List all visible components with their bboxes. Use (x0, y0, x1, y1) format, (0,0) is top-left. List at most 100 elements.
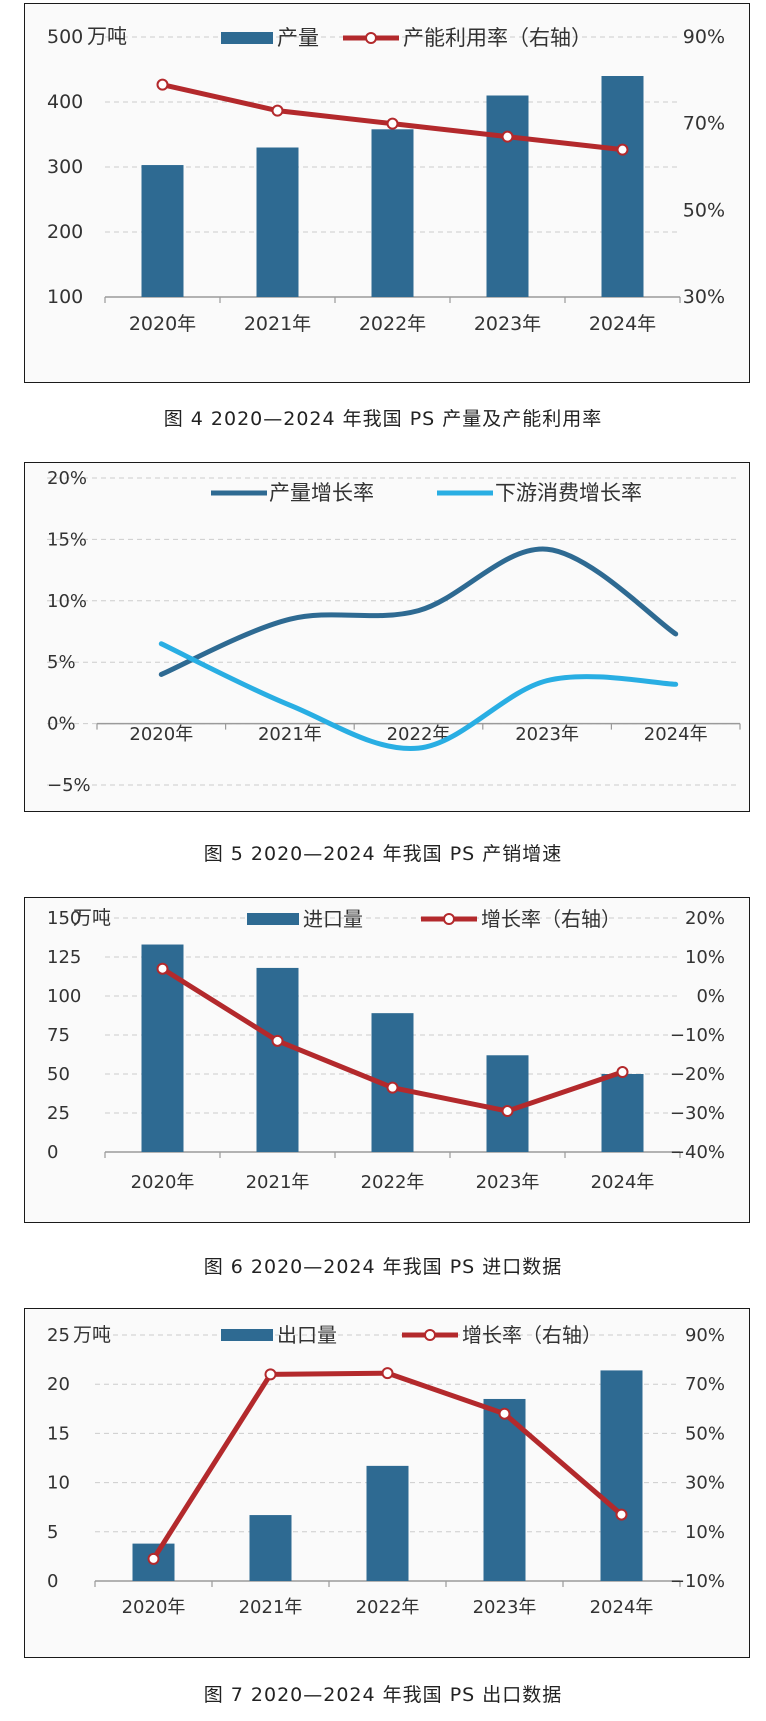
x-tick-label: 2020年 (129, 313, 196, 335)
y2-tick-label: −10% (670, 1571, 725, 1592)
line-marker (264, 1368, 277, 1381)
chart-svg: 0 25 50 75 100 125 150 2020年 2021年 2022年 2023年 2024… (47, 907, 725, 1193)
y2-tick-label: −10% (670, 1025, 725, 1046)
y-tick-label: 75 (47, 1025, 70, 1046)
y-tick-label: 15% (47, 529, 87, 550)
x-tick-label: 2022年 (387, 724, 451, 745)
y2-tick-label: 10% (685, 1522, 725, 1543)
x-tick-label: 2022年 (359, 313, 426, 335)
bar (366, 1465, 409, 1581)
y2-tick-label: 90% (683, 26, 725, 48)
y-tick-label: 0 (47, 1142, 58, 1163)
x-tick-label: 2020年 (129, 724, 193, 745)
line-marker (501, 1105, 514, 1118)
legend-label: 产能利用率（右轴） (403, 26, 592, 50)
x-tick-label: 2021年 (244, 313, 311, 335)
line-marker (156, 962, 169, 975)
bar (486, 95, 529, 297)
y-tick-label: 20 (47, 1374, 70, 1395)
x-tick-label: 2024年 (590, 1597, 654, 1618)
bar (486, 1055, 529, 1152)
line-marker (271, 104, 284, 117)
y-tick-label: 150 (47, 908, 81, 929)
y2-tick-label: −20% (670, 1064, 725, 1085)
chart-svg: 100 200 300 400 500 2020年 2021年 2022年 2023年 2024年… (47, 24, 725, 335)
y-axis-unit-label: 万吨 (73, 907, 111, 929)
bar (141, 165, 184, 297)
bar (483, 1398, 526, 1581)
y2-tick-label: 50% (685, 1423, 725, 1444)
x-tick-label: 2024年 (591, 1172, 655, 1193)
y-tick-label: 15 (47, 1423, 70, 1444)
legend-label: 产量增长率 (269, 481, 374, 505)
x-tick-label: 2024年 (589, 313, 656, 335)
bar (256, 967, 299, 1152)
y-axis-unit-label: 万吨 (87, 24, 127, 48)
x-tick-label: 2020年 (122, 1597, 186, 1618)
y-tick-label: 5 (47, 1522, 58, 1543)
y-tick-label: 50 (47, 1064, 70, 1085)
x-tick-label: 2023年 (473, 1597, 537, 1618)
legend-label: 出口量 (277, 1323, 337, 1347)
y-tick-label: 500 (47, 26, 83, 48)
legend-swatch-marker (424, 1329, 436, 1341)
legend-swatch-bar (221, 32, 273, 44)
bar (601, 1074, 644, 1152)
y2-tick-label: 30% (685, 1473, 725, 1494)
x-tick-label: 2023年 (474, 313, 541, 335)
x-tick-label: 2023年 (476, 1172, 540, 1193)
x-tick-label: 2020年 (131, 1172, 195, 1193)
figure-caption: 图 6 2020—2024 年我国 PS 进口数据 (203, 1256, 563, 1278)
x-tick-label: 2022年 (356, 1597, 420, 1618)
chart-svg: −5% 0% 5% 10% 15% 20% 2020年 2021年 2022年 2023年 2024… (47, 468, 741, 796)
legend-label: 进口量 (303, 907, 363, 931)
y2-tick-label: −30% (670, 1103, 725, 1124)
y-tick-label: 100 (47, 286, 83, 308)
legend-label: 产量 (277, 26, 319, 50)
chart-import-data: 0 25 50 75 100 125 150 2020年 2021年 2022年 2023年 2024… (24, 897, 750, 1223)
legend-swatch-bar (247, 913, 299, 925)
legend-label: 增长率（右轴） (481, 907, 621, 931)
y-tick-label: 0 (47, 1571, 58, 1592)
series-line (158, 546, 679, 677)
line-marker (156, 78, 169, 91)
y2-tick-label: 90% (685, 1325, 725, 1346)
line-marker (147, 1552, 160, 1565)
series-line (158, 641, 679, 752)
y-tick-label: 25 (47, 1325, 70, 1346)
y-tick-label: 300 (47, 156, 83, 178)
y2-tick-label: 0% (696, 986, 725, 1007)
y-tick-label: 125 (47, 947, 81, 968)
line-marker (381, 1367, 394, 1380)
y2-tick-label: 50% (683, 199, 725, 221)
line-marker (271, 1034, 284, 1047)
y-tick-label: 10% (47, 591, 87, 612)
y-tick-label: 400 (47, 91, 83, 113)
x-tick-label: 2021年 (246, 1172, 310, 1193)
bar (601, 76, 644, 297)
line-marker (615, 1508, 628, 1521)
y2-tick-label: 20% (685, 908, 725, 929)
y2-tick-label: −40% (670, 1142, 725, 1163)
chart-svg: 0 5 10 15 20 25 2020年 2021年 2022年 2023年 2024年 万吨 −10… (47, 1323, 725, 1618)
y-tick-label: −5% (47, 775, 91, 796)
y-tick-label: 0% (47, 714, 76, 735)
x-tick-label: 2021年 (258, 724, 322, 745)
line-marker (386, 117, 399, 130)
bar (249, 1515, 292, 1581)
x-tick-label: 2024年 (644, 724, 708, 745)
line-marker (616, 143, 629, 156)
y2-tick-label: 10% (685, 947, 725, 968)
chart-export-data: 0 5 10 15 20 25 2020年 2021年 2022年 2023年 2024年 万吨 −10… (24, 1308, 750, 1658)
y-axis-unit-label: 万吨 (73, 1324, 111, 1346)
legend-swatch-marker (365, 32, 377, 44)
figure-caption: 图 5 2020—2024 年我国 PS 产销增速 (203, 843, 563, 865)
figure-caption: 图 4 2020—2024 年我国 PS 产量及产能利用率 (163, 408, 603, 430)
y-tick-label: 25 (47, 1103, 70, 1124)
figure-caption: 图 7 2020—2024 年我国 PS 出口数据 (203, 1684, 563, 1706)
line-marker (498, 1407, 511, 1420)
y-tick-label: 200 (47, 221, 83, 243)
y-tick-label: 5% (47, 652, 76, 673)
y2-tick-label: 70% (683, 113, 725, 135)
y2-tick-label: 70% (685, 1374, 725, 1395)
